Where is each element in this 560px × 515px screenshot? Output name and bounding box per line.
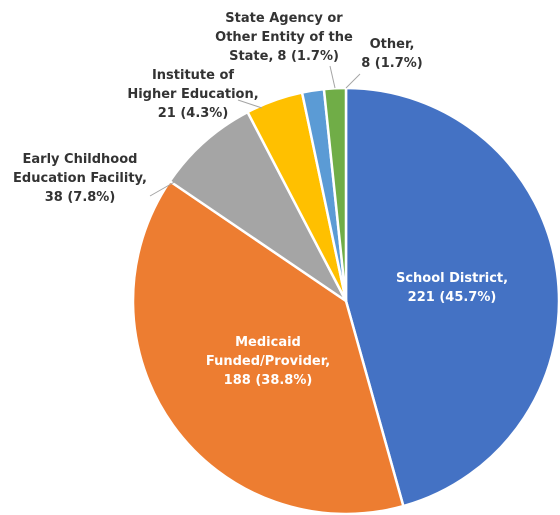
value-label: 8 (1.7%) (361, 56, 423, 71)
label-line: Funded/Provider, (206, 354, 330, 369)
category-label: Medicaid Funded/Provider, (206, 335, 330, 369)
category-label: Early Childhood Education Facility, (13, 152, 147, 186)
value-label: 8 (1.7%) (277, 49, 339, 64)
leader-line (149, 179, 179, 197)
category-label: State Agency or Other Entity of the State, (215, 11, 353, 64)
value-label: 221 (45.7%) (408, 290, 497, 305)
label-line: State, (229, 49, 273, 64)
pie (131, 86, 560, 515)
data-label: Early Childhood Education Facility, 38 (7.… (13, 152, 147, 205)
label-line: Higher Education, (127, 87, 258, 102)
value-label: 21 (4.3%) (158, 106, 229, 121)
category-label: Institute of Higher Education, (127, 68, 258, 102)
value-label: 188 (38.8%) (224, 373, 313, 388)
pie-slice (131, 179, 405, 515)
label-line: Education Facility, (13, 171, 147, 186)
value-label: 38 (7.8%) (45, 190, 116, 205)
category-label: School District, (396, 271, 508, 286)
leader-lines (149, 65, 361, 197)
label-line: Institute of (152, 68, 234, 83)
data-label: Medicaid Funded/Provider, 188 (38.8%) (206, 335, 330, 388)
data-label: Other, 8 (1.7%) (361, 37, 423, 71)
category-label: Other, (370, 37, 415, 52)
label-line: Medicaid (235, 335, 301, 350)
data-label: Institute of Higher Education, 21 (4.3%) (127, 68, 258, 121)
leader-line (237, 99, 263, 109)
pie-slice (168, 110, 348, 303)
pie-slice (344, 86, 560, 508)
label-line: School District, (396, 271, 508, 286)
leader-line (329, 65, 336, 89)
label-line: Early Childhood (23, 152, 138, 167)
label-line: State Agency or (225, 11, 343, 26)
data-label: School District, 221 (45.7%) (396, 271, 508, 305)
data-label: State Agency or Other Entity of the State,… (215, 11, 353, 64)
pie-slice (322, 86, 348, 302)
label-line: Other Entity of the (215, 30, 353, 45)
leader-line (345, 73, 361, 89)
label-line: Other, (370, 37, 415, 52)
